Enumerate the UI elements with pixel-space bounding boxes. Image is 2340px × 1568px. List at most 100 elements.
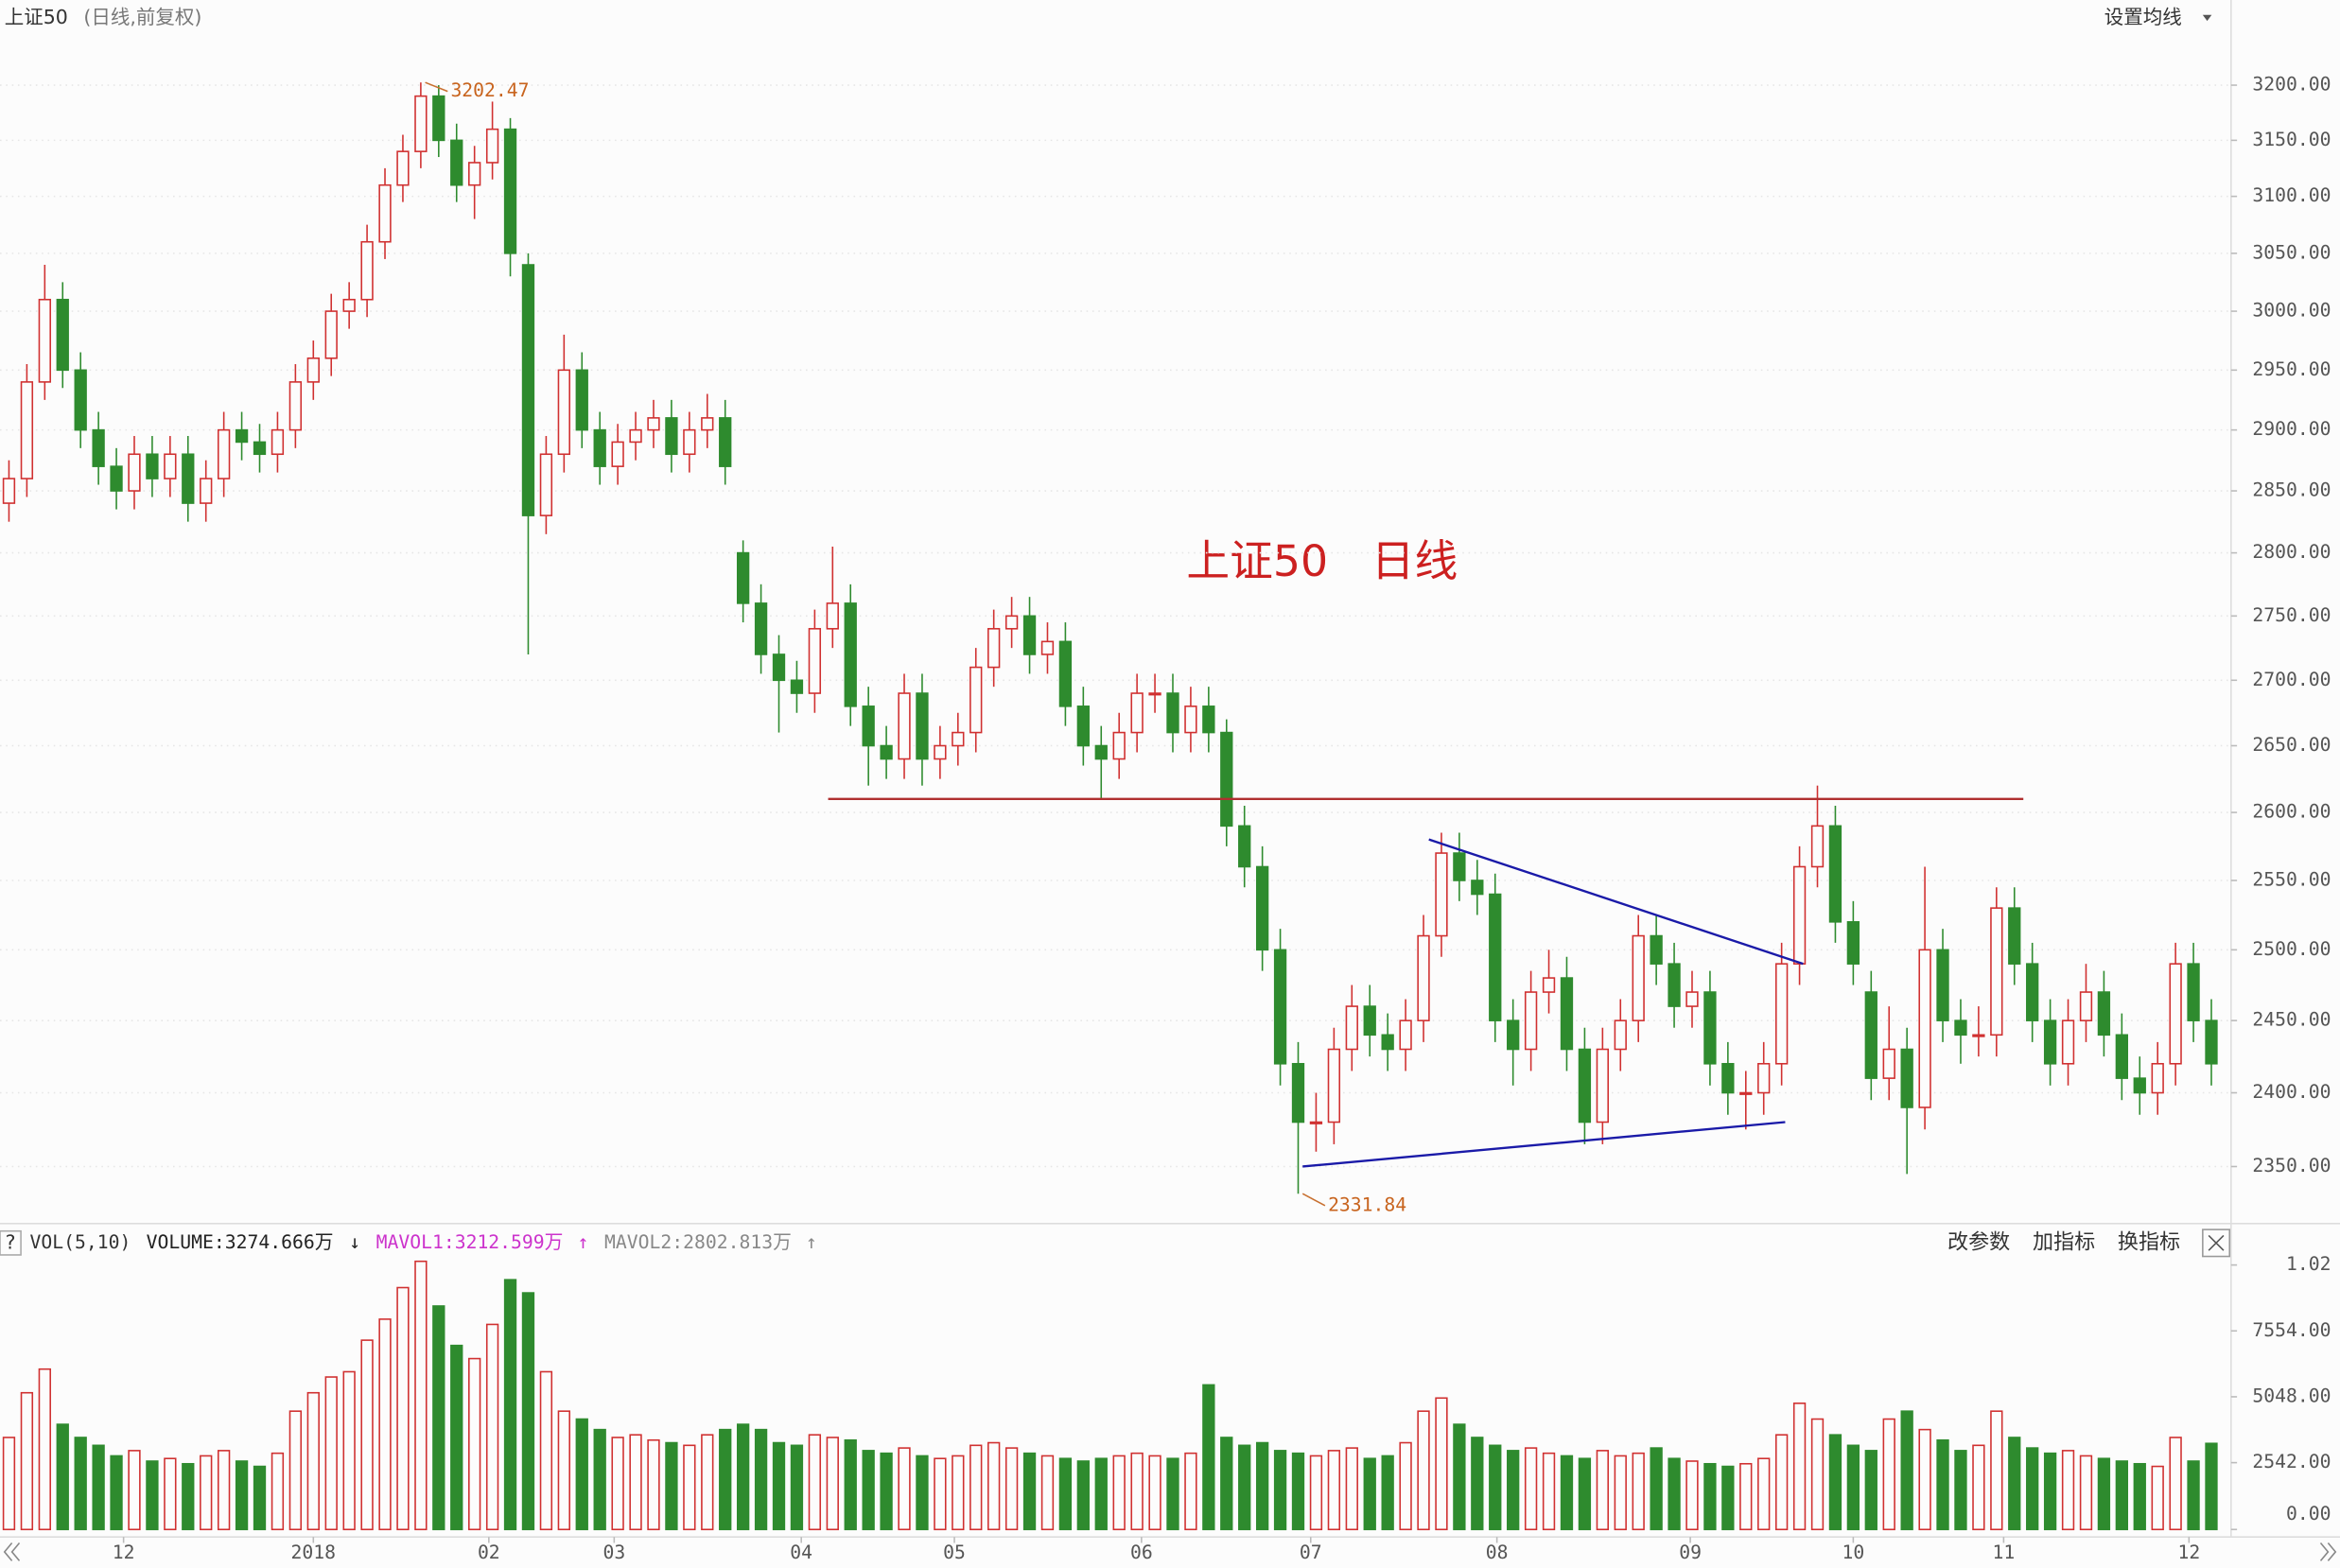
indicator-button[interactable]: 换指标 bbox=[2118, 1230, 2180, 1254]
candle-body bbox=[736, 551, 750, 604]
dropdown-icon[interactable] bbox=[2202, 14, 2212, 22]
y-tick-label: 2550.00 bbox=[2252, 868, 2331, 890]
candle-body bbox=[1685, 991, 1699, 1007]
help-icon[interactable]: ? bbox=[6, 1230, 16, 1253]
volume-bar bbox=[1076, 1460, 1090, 1531]
volume-bar bbox=[146, 1460, 159, 1531]
candle-body bbox=[342, 298, 356, 312]
volume-bar bbox=[1040, 1455, 1055, 1531]
volume-bar bbox=[934, 1457, 947, 1531]
x-tick-label: 03 bbox=[602, 1542, 625, 1563]
scroll-right[interactable] bbox=[2319, 1542, 2337, 1561]
candle-body bbox=[1828, 825, 1842, 923]
indicator-button[interactable]: 改参数 bbox=[1947, 1230, 2010, 1254]
volume-bar bbox=[2, 1437, 16, 1531]
candle-body bbox=[934, 744, 947, 760]
candle-body bbox=[1076, 706, 1090, 747]
volume-bar bbox=[1363, 1457, 1376, 1531]
candle-body bbox=[1739, 1091, 1753, 1095]
candle-body bbox=[1524, 991, 1538, 1051]
candle-body bbox=[217, 428, 231, 479]
candle-body bbox=[754, 602, 768, 655]
volume-bar bbox=[74, 1437, 87, 1531]
x-tick-label: 11 bbox=[1993, 1542, 2016, 1563]
volume-bar bbox=[1417, 1410, 1430, 1531]
x-tick-label: 08 bbox=[1486, 1542, 1509, 1563]
volume-bar bbox=[826, 1437, 839, 1531]
volume-bar bbox=[1399, 1441, 1412, 1531]
close-box[interactable] bbox=[2202, 1228, 2231, 1258]
volume-bar bbox=[200, 1455, 213, 1531]
candle-body bbox=[1703, 991, 1717, 1065]
candle-body bbox=[1112, 731, 1126, 760]
volume-bar bbox=[1936, 1438, 1949, 1531]
candle-body bbox=[683, 428, 696, 456]
candle-body bbox=[2115, 1034, 2128, 1079]
candle-body bbox=[1130, 692, 1144, 734]
candle-body bbox=[1882, 1048, 1895, 1079]
close-button[interactable] bbox=[2202, 1228, 2231, 1258]
volume-bar bbox=[1757, 1457, 1771, 1531]
ma-settings-button[interactable]: 设置均线 bbox=[2104, 6, 2182, 28]
candle-body bbox=[253, 441, 267, 456]
volume-bar bbox=[969, 1444, 983, 1531]
candle-body bbox=[74, 369, 87, 431]
chart-title: 上证50 bbox=[5, 6, 68, 28]
volume-bar bbox=[468, 1357, 481, 1531]
volume-bar bbox=[952, 1455, 965, 1531]
candle-body bbox=[1972, 1034, 1985, 1037]
candle-body bbox=[1327, 1048, 1341, 1124]
volume-bar bbox=[360, 1339, 374, 1531]
volume-bar bbox=[1864, 1450, 1877, 1531]
volume-bar bbox=[324, 1376, 338, 1531]
volume-bar bbox=[2115, 1460, 2128, 1531]
volume-bar bbox=[342, 1370, 356, 1531]
annotation-label: 2331.84 bbox=[1328, 1193, 1406, 1215]
volume-bar bbox=[1614, 1455, 1627, 1531]
close-icon[interactable] bbox=[2208, 1234, 2225, 1251]
scroll-left[interactable] bbox=[3, 1542, 21, 1561]
y-tick-label: 3000.00 bbox=[2252, 300, 2331, 322]
y-tick-label: 2950.00 bbox=[2252, 358, 2331, 380]
indicator-button[interactable]: 加指标 bbox=[2033, 1230, 2095, 1254]
volume-tick-label: 0.00 bbox=[2286, 1503, 2331, 1524]
volume-bar bbox=[2205, 1442, 2218, 1531]
volume-bar bbox=[1004, 1447, 1019, 1531]
volume-bar bbox=[20, 1391, 34, 1531]
candle-body bbox=[1238, 825, 1251, 868]
volume-bar bbox=[665, 1441, 678, 1531]
volume-bar bbox=[1381, 1455, 1394, 1531]
volume-bar bbox=[521, 1292, 535, 1531]
candle-body bbox=[182, 453, 195, 504]
volume-bar bbox=[611, 1437, 624, 1531]
x-tick-label: 02 bbox=[478, 1542, 500, 1563]
volume-bar bbox=[128, 1450, 141, 1531]
candle-body bbox=[772, 653, 786, 682]
mavol1-label: MAVOL1:3212.599万 bbox=[376, 1231, 564, 1253]
overlay-text: 上证50 日线 bbox=[1186, 536, 1458, 586]
candle-body bbox=[414, 95, 428, 152]
help-box[interactable] bbox=[0, 1229, 22, 1256]
candle-body bbox=[2079, 991, 2093, 1021]
candle-body bbox=[1507, 1019, 1520, 1051]
candle-body bbox=[1417, 934, 1430, 1021]
x-tick-label: 09 bbox=[1679, 1542, 1702, 1563]
volume-bar bbox=[1453, 1423, 1466, 1531]
y-tick-label: 2700.00 bbox=[2252, 669, 2331, 690]
y-tick-label: 3150.00 bbox=[2252, 129, 2331, 150]
candle-body bbox=[450, 139, 463, 186]
volume-bar bbox=[754, 1428, 768, 1531]
candle-body bbox=[2, 478, 16, 504]
volume-bar bbox=[790, 1444, 804, 1531]
x-tick-label: 12 bbox=[2177, 1542, 2200, 1563]
volume-tick-label: 1.02 bbox=[2286, 1253, 2331, 1275]
candle-body bbox=[2061, 1019, 2075, 1065]
candle-body bbox=[20, 381, 34, 479]
candle-body bbox=[1810, 825, 1825, 868]
candle-body bbox=[557, 369, 570, 456]
candle-body bbox=[1202, 706, 1215, 734]
volume-bar bbox=[1990, 1410, 2003, 1531]
volume-bar bbox=[1846, 1444, 1860, 1531]
volume-bar bbox=[56, 1423, 69, 1531]
candle-body bbox=[1148, 692, 1161, 696]
